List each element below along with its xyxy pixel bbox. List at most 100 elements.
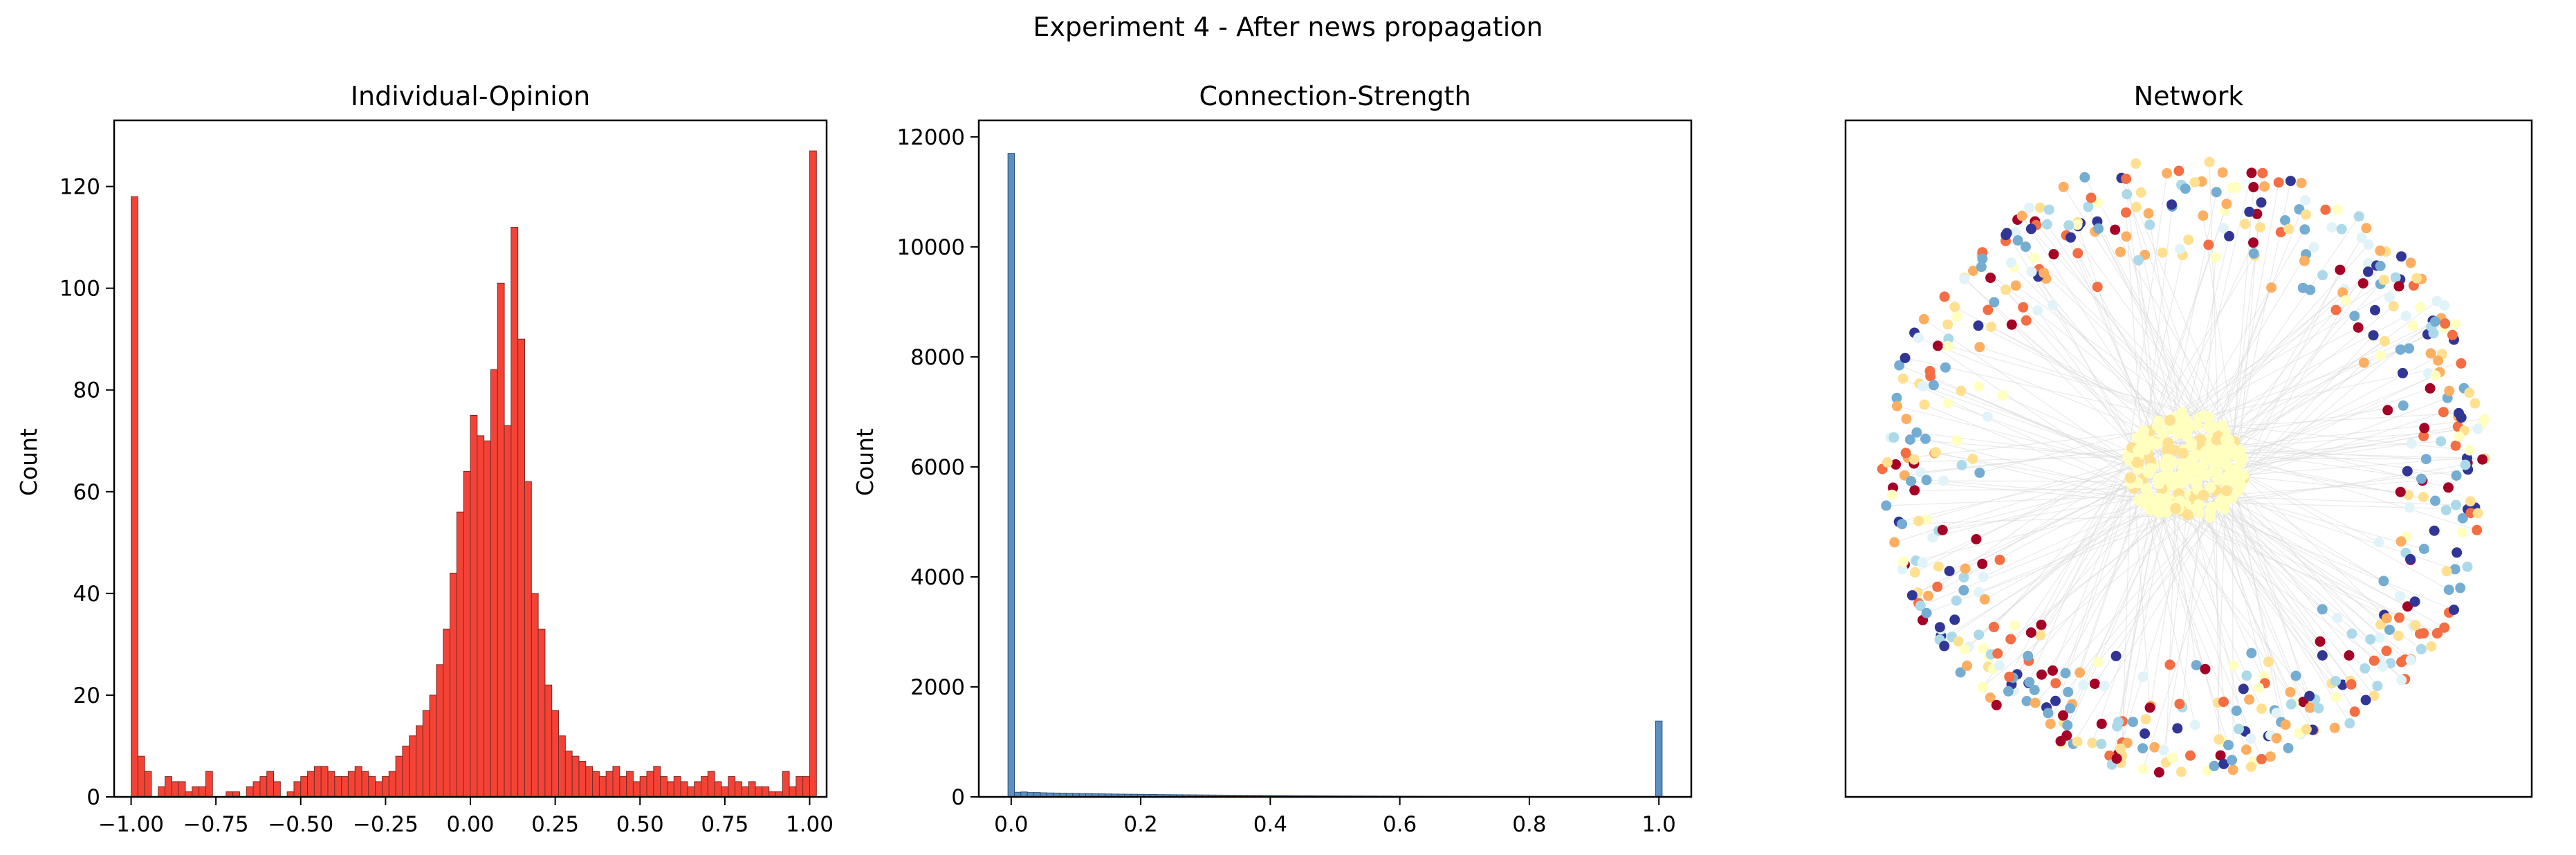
- network-node: [2404, 343, 2415, 354]
- opinion-histogram-bar: [694, 781, 702, 798]
- strength-histogram-panel: Connection-Strength Count 0.0 0.2 0.4 0.6 0.…: [852, 81, 1693, 837]
- network-edge: [2236, 469, 2380, 543]
- network-node: [2409, 596, 2420, 607]
- network-edge: [2225, 502, 2352, 685]
- network-node: [1978, 571, 1989, 582]
- network-node: [1962, 660, 1973, 671]
- opinion-histogram-bar: [721, 786, 729, 798]
- network-node: [2457, 513, 2468, 524]
- network-edge: [2007, 450, 2149, 692]
- network-node: [2023, 650, 2034, 661]
- network-node: [1897, 564, 1908, 575]
- network-node: [1976, 261, 1987, 273]
- network-node: [1938, 475, 1949, 486]
- network-node: [2228, 660, 2239, 671]
- network-node: [2153, 767, 2164, 778]
- network-node: [1989, 297, 2000, 308]
- network-edge: [2138, 499, 2438, 634]
- opinion-histogram-bar: [246, 786, 254, 798]
- network-node: [1924, 365, 1935, 376]
- network-node: [2406, 438, 2417, 449]
- network-node: [1888, 432, 1899, 443]
- network-node: [2346, 679, 2357, 690]
- network-node: [2140, 728, 2151, 739]
- opinion-histogram-xtick-label: 0.75: [701, 812, 748, 837]
- network-node: [1921, 607, 1932, 618]
- network-node: [2173, 165, 2184, 176]
- network-node: [1901, 414, 1912, 425]
- opinion-histogram-bar: [626, 771, 634, 798]
- network-node: [2060, 668, 2071, 679]
- opinion-histogram-bar: [517, 338, 525, 798]
- network-node: [2332, 612, 2343, 623]
- network-node: [2388, 301, 2399, 312]
- opinion-histogram-bar: [585, 766, 594, 798]
- network-edge: [2145, 504, 2247, 751]
- network-node: [2443, 482, 2454, 493]
- opinion-histogram-bar: [422, 710, 430, 798]
- opinion-histogram-bar: [300, 776, 309, 798]
- network-node: [2454, 431, 2465, 442]
- network-node: [1911, 427, 1922, 438]
- network-node: [2199, 457, 2211, 468]
- network-node: [2204, 156, 2215, 167]
- opinion-histogram-bar: [632, 781, 641, 798]
- network-node: [1960, 563, 1971, 574]
- opinion-histogram-bar: [510, 226, 519, 798]
- opinion-histogram-bar: [131, 196, 138, 798]
- network-node: [2454, 407, 2465, 419]
- network-node: [2349, 706, 2360, 717]
- opinion-histogram-bar: [660, 776, 668, 798]
- network-node: [2143, 208, 2154, 219]
- network-node: [2353, 211, 2364, 222]
- network-node: [1921, 514, 1932, 525]
- network-node: [2241, 744, 2252, 755]
- network-node: [2329, 722, 2340, 733]
- network-node: [2248, 248, 2259, 259]
- opinion-histogram-ytick-label: 40: [73, 582, 100, 607]
- network-node: [1906, 590, 1917, 601]
- network-node: [2411, 273, 2422, 284]
- network-node: [2149, 742, 2160, 753]
- opinion-histogram-xtick-label: 0.50: [616, 812, 664, 837]
- network-node: [2144, 702, 2155, 713]
- network-node: [2477, 454, 2488, 465]
- network-edge: [2142, 255, 2183, 438]
- network-node: [2254, 222, 2265, 233]
- network-node: [2225, 464, 2237, 476]
- opinion-histogram-bar: [673, 776, 681, 798]
- network-node: [2131, 201, 2142, 212]
- network-node: [2110, 224, 2121, 235]
- network-node: [2384, 625, 2395, 635]
- network-node: [2416, 643, 2427, 654]
- opinion-histogram-bar: [368, 776, 376, 798]
- network-edge: [2136, 315, 2407, 463]
- network-edge: [2009, 451, 2130, 677]
- network-node: [2086, 192, 2097, 203]
- network-node: [2083, 201, 2094, 212]
- network-node: [2220, 434, 2232, 445]
- network-node: [2157, 247, 2168, 258]
- strength-histogram-yticks: 0 2000 4000 6000 8000 10000 12000: [896, 125, 979, 810]
- opinion-histogram-bar: [158, 786, 166, 798]
- network-node: [2138, 425, 2150, 436]
- network-node: [2092, 656, 2104, 668]
- network-edge: [2219, 326, 2431, 436]
- network-node: [2402, 601, 2413, 612]
- network-node: [1977, 558, 1988, 569]
- network-node: [1985, 273, 1996, 284]
- network-node: [2380, 335, 2390, 347]
- network-edge: [1932, 470, 2196, 538]
- network-node: [2048, 300, 2059, 311]
- network-node: [2375, 619, 2386, 630]
- network-node: [2296, 178, 2307, 189]
- network-node: [2093, 223, 2104, 234]
- network-node: [2357, 278, 2368, 289]
- network-edge: [2234, 482, 2282, 722]
- figure-suptitle: Experiment 4 - After news propagation: [1033, 12, 1543, 42]
- network-node: [2058, 710, 2068, 721]
- network-edge: [1915, 504, 2146, 562]
- network-node: [2360, 695, 2371, 706]
- opinion-histogram-ytick-label: 120: [59, 175, 100, 200]
- network-node: [2004, 671, 2015, 682]
